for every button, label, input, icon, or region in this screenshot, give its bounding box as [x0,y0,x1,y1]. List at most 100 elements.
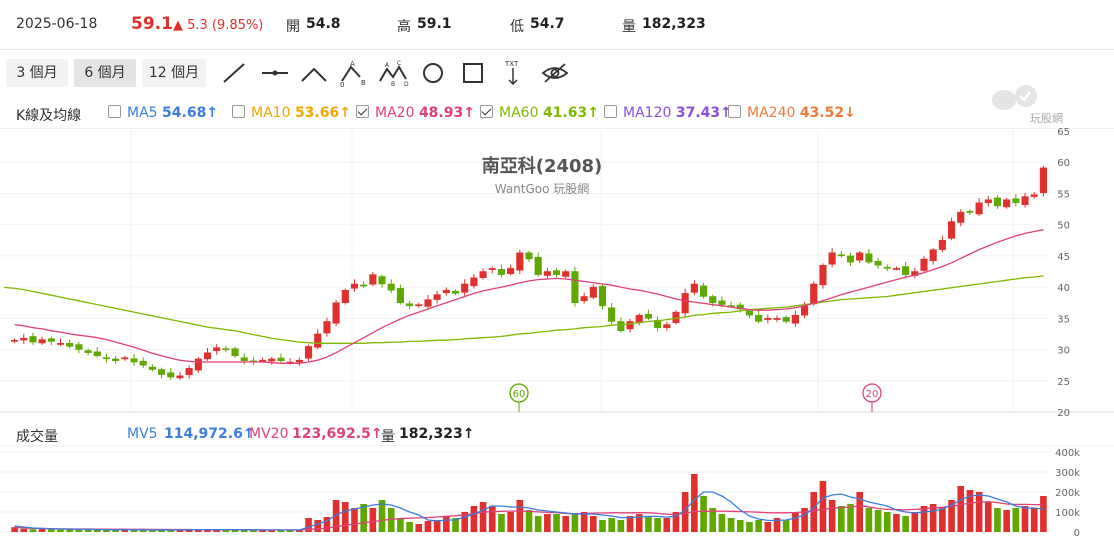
candle-body [11,339,19,342]
volume-bar [847,504,854,532]
candle-body [718,300,726,305]
volume-bar [902,516,909,532]
ma120-name: MA120 [623,105,672,121]
volume-bar [1012,508,1020,532]
low-value: 54.7 [530,16,565,32]
period-12m-button[interactable]: 12 個月 [142,59,206,87]
price-change: ▲ 5.3 (9.85%) [173,18,264,33]
volume-bar [975,492,983,532]
candle-body [874,260,882,266]
ma-marker-label: 20 [866,389,879,400]
quote-header: 2025-06-18 59.1 ▲ 5.3 (9.85%) 開 54.8 高 5… [0,0,1114,50]
volume-bar [865,508,873,532]
circle-tool-icon[interactable] [416,59,450,87]
candle-body [984,199,992,204]
ma120-checkbox[interactable] [604,105,617,118]
candle-body [277,357,285,362]
candle-body [93,351,101,357]
quote-date: 2025-06-18 [16,16,98,32]
ma60-checkbox[interactable] [480,105,493,118]
candle-body [644,314,652,319]
ma5-toggle[interactable]: MA5 54.68↑ [108,105,218,121]
volume-bar [213,529,220,532]
volume-bar [516,500,524,532]
volume-bar [38,529,46,532]
ma10-toggle[interactable]: MA10 53.66↑ [232,105,351,121]
text-tool-icon[interactable]: TXT [496,59,530,87]
volume-bar [103,529,110,532]
chart-watermark: WantGoo 玩股網 [494,182,590,196]
volume-bar [231,529,239,532]
candle-body [947,221,956,239]
volume-bar [663,518,671,532]
volume-bar [415,524,423,532]
candle-body [56,343,65,345]
volume-bar [709,508,717,532]
volume-bar [48,529,55,532]
volume-bar [984,502,992,532]
candle-body [635,314,643,323]
volume-bar [828,500,836,532]
rectangle-tool-icon[interactable] [456,59,490,87]
angle-tool-icon[interactable] [298,59,332,87]
segment-tool-icon[interactable] [258,59,292,87]
candle-body [883,266,891,269]
candle-body [268,358,276,362]
ma10-name: MA10 [251,105,291,121]
volume-bar [883,512,891,532]
svg-text:C: C [397,60,401,67]
candle-body [378,276,386,285]
volume-bar [461,512,469,532]
candle-body [314,333,322,348]
candle-body [865,253,873,263]
volume-bar [488,506,496,532]
candle-body [562,271,570,277]
candle-body [1030,194,1038,197]
volume-bar [562,516,570,532]
hide-eye-icon[interactable] [538,59,572,87]
candle-body [773,318,781,320]
candle-body [148,366,156,370]
candle-body [121,357,129,360]
period-6m-button[interactable]: 6 個月 [74,59,136,87]
volume-bar [792,512,799,532]
abcd-pattern-icon[interactable]: A C B D [376,59,410,87]
svg-text:A: A [385,62,390,69]
volume-bar [599,520,606,532]
candle-body [626,321,634,330]
high-value: 59.1 [417,16,452,32]
candle-body [240,357,248,362]
ma10-checkbox[interactable] [232,105,245,118]
volume-bar [755,520,762,532]
ma240-toggle[interactable]: MA240 43.52↓ [728,105,856,121]
candle-body [424,299,432,307]
volume-bar [810,492,818,532]
line-tool-icon[interactable] [218,59,252,87]
ma120-toggle[interactable]: MA120 37.43↑ [604,105,732,121]
volume-bar [764,522,772,532]
volume-bar [681,492,689,532]
candle-body [341,289,349,303]
ma20-checkbox[interactable] [356,105,369,118]
volume-bar [57,529,64,532]
volume-bar [1003,510,1010,532]
candle-body [571,271,579,303]
abc-pattern-icon[interactable]: A 0 B [336,59,370,87]
volume-bar [286,529,294,532]
ma5-value: 54.68↑ [162,105,219,121]
period-3m-button[interactable]: 3 個月 [6,59,68,87]
price-tick-label: 60 [1057,158,1070,169]
ma60-toggle[interactable]: MA60 41.63↑ [480,105,599,121]
volume-bar [856,492,863,532]
volume-bar [608,518,615,532]
volume-bar [580,512,588,532]
ma20-toggle[interactable]: MA20 48.93↑ [356,105,475,121]
ma5-checkbox[interactable] [108,105,121,118]
volume-bar [525,510,533,532]
volume-bar [378,500,386,532]
price-tick-label: 35 [1057,314,1070,325]
ma240-checkbox[interactable] [728,105,741,118]
ma20-name: MA20 [375,105,415,121]
candle-body [801,305,809,316]
